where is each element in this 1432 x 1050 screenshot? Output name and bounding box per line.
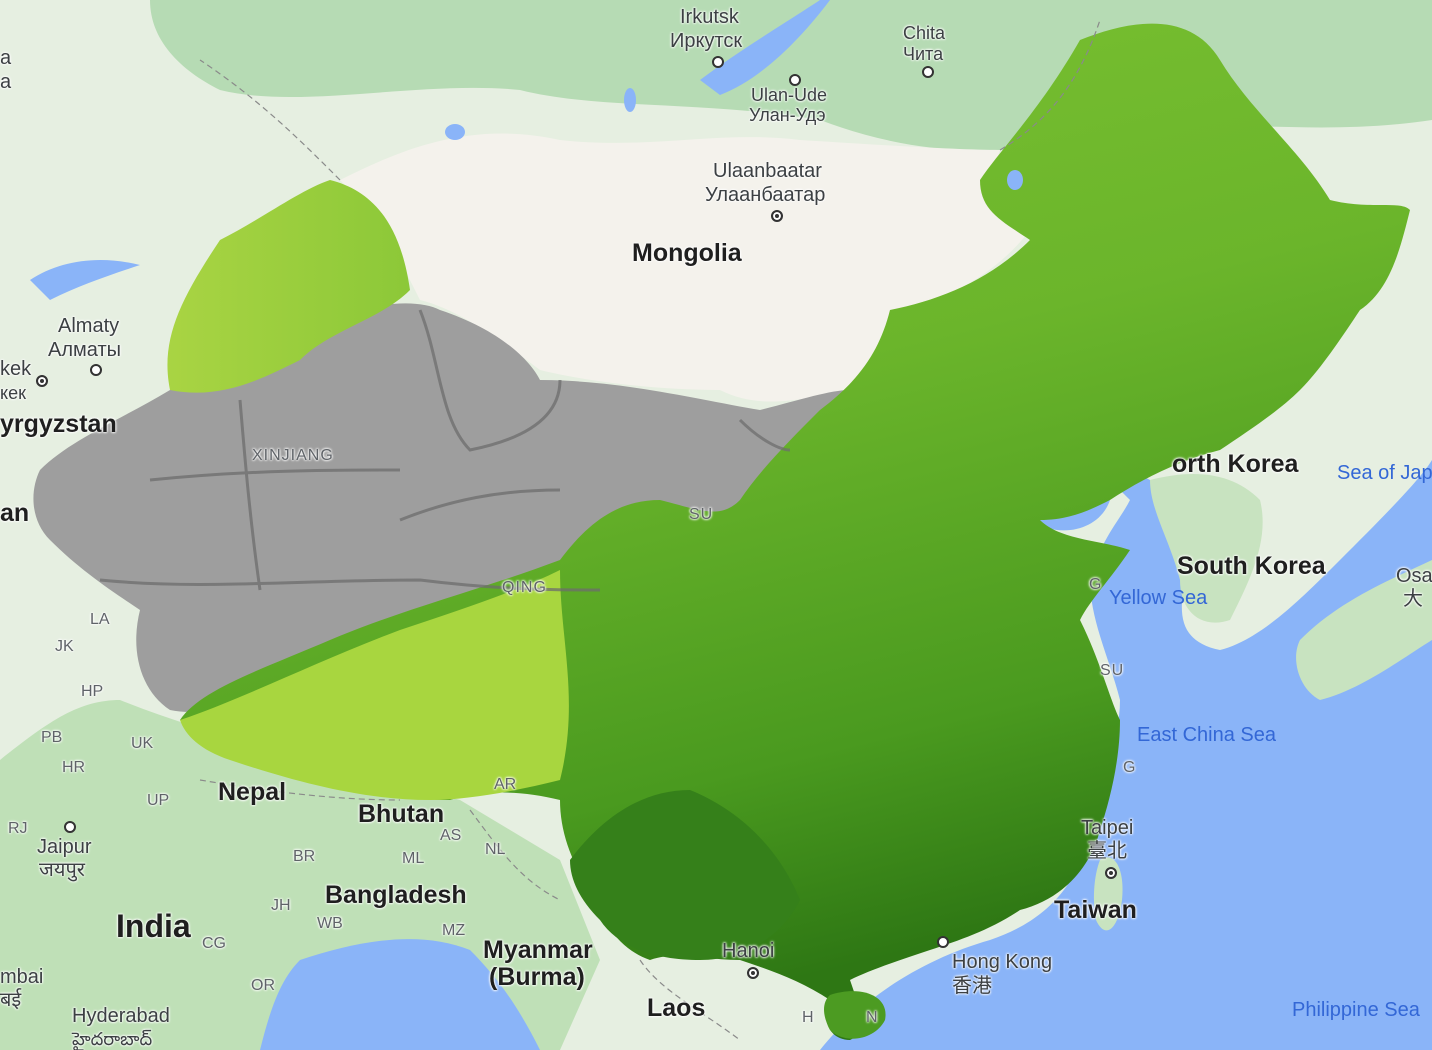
label-ulan-ude[interactable]: Ulan-Ude [751, 85, 828, 105]
label-hainan-n[interactable]: N [866, 1009, 879, 1026]
city-dot-ulan-ude[interactable] [789, 74, 801, 86]
lakes [30, 0, 1023, 300]
label-mongolia[interactable]: Mongolia [632, 239, 742, 267]
china-grey-area [33, 303, 850, 712]
label-ulaanbaatar[interactable]: Ulaanbaatar [713, 160, 822, 182]
label-chita-ru[interactable]: Чита [903, 44, 944, 64]
label-hong-kong[interactable]: Hong Kong [952, 951, 1053, 973]
label-almaty-ru[interactable]: Алматы [48, 339, 121, 361]
hainan-island [824, 991, 886, 1039]
label-irkutsk-ru[interactable]: Иркутск [670, 30, 743, 52]
label-gansu[interactable]: SU [689, 506, 714, 523]
city-dot-hong-kong[interactable] [937, 936, 949, 948]
label-osaka-ja[interactable]: 大 [1403, 588, 1423, 610]
label-chita[interactable]: Chita [903, 23, 946, 43]
label-philippine-sea[interactable]: Philippine Sea [1292, 999, 1420, 1021]
pacific-ocean [820, 430, 1432, 1050]
ndvi-tibet-light [180, 570, 569, 800]
label-almaty[interactable]: Almaty [58, 315, 120, 337]
label-state-jk[interactable]: JK [55, 638, 74, 655]
label-xinjiang[interactable]: XINJIANG [252, 447, 334, 464]
capital-dot-taipei[interactable] [1105, 867, 1117, 879]
label-taiwan[interactable]: Taiwan [1054, 896, 1137, 924]
label-laos[interactable]: Laos [647, 994, 706, 1022]
label-south-korea[interactable]: South Korea [1177, 552, 1326, 580]
label-east-china-sea[interactable]: East China Sea [1137, 724, 1276, 746]
label-shandong[interactable]: G [1089, 576, 1103, 593]
label-hyderabad[interactable]: Hyderabad [72, 1005, 170, 1027]
label-state-jh[interactable]: JH [271, 897, 291, 914]
label-sea-of-japan[interactable]: Sea of Jap [1337, 462, 1432, 484]
label-top-left-a1[interactable]: a [0, 47, 12, 69]
label-hyderabad-te[interactable]: హైదరాబాద్ [72, 1029, 153, 1049]
label-state-nl[interactable]: NL [485, 841, 506, 858]
japan-land [1296, 560, 1432, 700]
label-state-up[interactable]: UP [147, 792, 170, 809]
label-left-edge-country[interactable]: an [0, 499, 30, 527]
city-dot-jaipur[interactable] [64, 821, 76, 833]
label-mumbai-mr[interactable]: बई [0, 989, 22, 1011]
korea-land [1150, 474, 1263, 623]
capital-dot-ulaanbaatar[interactable] [771, 210, 783, 222]
label-state-ml[interactable]: ML [402, 850, 425, 867]
label-state-as[interactable]: AS [440, 827, 462, 844]
label-myanmar[interactable]: Myanmar [483, 936, 593, 964]
label-nepal[interactable]: Nepal [218, 778, 287, 806]
label-north-korea[interactable]: orth Korea [1172, 450, 1299, 478]
label-state-mz[interactable]: MZ [442, 922, 466, 939]
label-state-rj[interactable]: RJ [8, 820, 28, 837]
label-hong-kong-zh[interactable]: 香港 [952, 975, 992, 997]
label-kyrgyzstan[interactable]: yrgyzstan [0, 410, 117, 438]
label-bishkek[interactable]: kek [0, 358, 32, 380]
bay-of-bengal [260, 939, 540, 1050]
label-jaipur[interactable]: Jaipur [37, 836, 92, 858]
label-irkutsk[interactable]: Irkutsk [680, 6, 739, 28]
label-bhutan[interactable]: Bhutan [358, 800, 445, 828]
label-state-or[interactable]: OR [251, 977, 275, 994]
city-dot-chita[interactable] [922, 66, 934, 78]
label-mumbai[interactable]: mbai [0, 966, 44, 988]
label-qinghai[interactable]: QING [502, 579, 547, 596]
label-state-la[interactable]: LA [90, 611, 110, 628]
label-state-hp[interactable]: HP [81, 683, 104, 700]
capital-dot-hanoi[interactable] [747, 967, 759, 979]
label-state-ar[interactable]: AR [494, 776, 517, 793]
label-zhejiang[interactable]: G [1123, 759, 1137, 776]
mongolia-area [340, 133, 1030, 402]
province-borders [99, 309, 791, 592]
label-state-br[interactable]: BR [293, 848, 316, 865]
label-yellow-sea[interactable]: Yellow Sea [1109, 587, 1208, 609]
label-state-wb[interactable]: WB [317, 915, 343, 932]
label-ulan-ude-ru[interactable]: Улан-Удэ [749, 105, 826, 125]
label-burma[interactable]: (Burma) [489, 963, 585, 991]
label-india[interactable]: India [116, 908, 191, 944]
label-osaka[interactable]: Osa [1396, 565, 1432, 587]
label-state-cg[interactable]: CG [202, 935, 226, 952]
capital-dot-bishkek[interactable] [36, 375, 48, 387]
label-jaipur-hi[interactable]: जयपुर [39, 859, 85, 881]
label-jiangsu[interactable]: SU [1100, 662, 1125, 679]
city-dot-almaty[interactable] [90, 364, 102, 376]
label-hanoi[interactable]: Hanoi [722, 940, 775, 962]
label-taipei-zh[interactable]: 臺北 [1087, 840, 1127, 862]
label-taipei[interactable]: Taipei [1081, 817, 1134, 839]
label-state-pb[interactable]: PB [41, 729, 63, 746]
ndvi-yunnan-dark [570, 790, 800, 960]
label-state-uk[interactable]: UK [131, 735, 154, 752]
label-state-hr[interactable]: HR [62, 759, 86, 776]
label-bangladesh[interactable]: Bangladesh [325, 881, 467, 909]
label-bishkek-ru[interactable]: кек [0, 383, 26, 403]
label-hainan-h[interactable]: H [802, 1009, 815, 1026]
city-dot-irkutsk[interactable] [712, 56, 724, 68]
country-borders [199, 19, 1101, 1041]
label-ulaanbaatar-mn[interactable]: Улаанбаатар [705, 184, 826, 206]
label-top-left-a2[interactable]: a [0, 71, 12, 93]
ndvi-xinjiang-north [167, 180, 410, 393]
